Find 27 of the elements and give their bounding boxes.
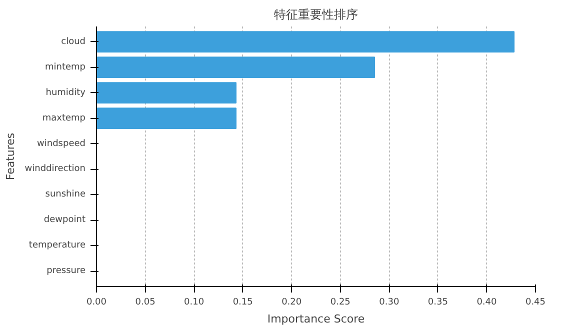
chart-title: 特征重要性排序 <box>274 8 358 22</box>
x-tick-label: 0.15 <box>232 298 253 308</box>
y-tick-label: pressure <box>46 266 86 276</box>
y-tick-label: cloud <box>61 36 86 47</box>
x-tick-label: 0.45 <box>525 298 546 308</box>
x-tick-label: 0.35 <box>428 298 448 308</box>
x-tick-label: 0.05 <box>135 298 156 308</box>
x-tick-label: 0.30 <box>379 298 400 308</box>
y-tick-label: sunshine <box>45 190 86 200</box>
x-tick-label: 0.00 <box>86 298 107 308</box>
bar <box>96 82 237 104</box>
bar <box>96 31 515 52</box>
y-tick-label: humidity <box>46 88 86 98</box>
y-tick-label: temperature <box>28 240 86 251</box>
bar <box>96 56 376 78</box>
x-tick-label: 0.25 <box>330 298 350 308</box>
y-tick-label: winddirection <box>24 164 86 174</box>
y-tick-label: maxtemp <box>42 113 86 124</box>
x-tick-label: 0.10 <box>184 298 204 308</box>
y-tick-label: mintemp <box>44 62 86 72</box>
bar <box>96 108 237 129</box>
y-axis-title: Features <box>4 132 17 180</box>
x-axis-title: Importance Score <box>267 312 365 326</box>
x-tick-label: 0.20 <box>282 298 302 308</box>
y-tick-label: windspeed <box>37 138 86 149</box>
y-tick-label: dewpoint <box>44 215 86 226</box>
x-tick-label: 0.40 <box>476 298 498 308</box>
